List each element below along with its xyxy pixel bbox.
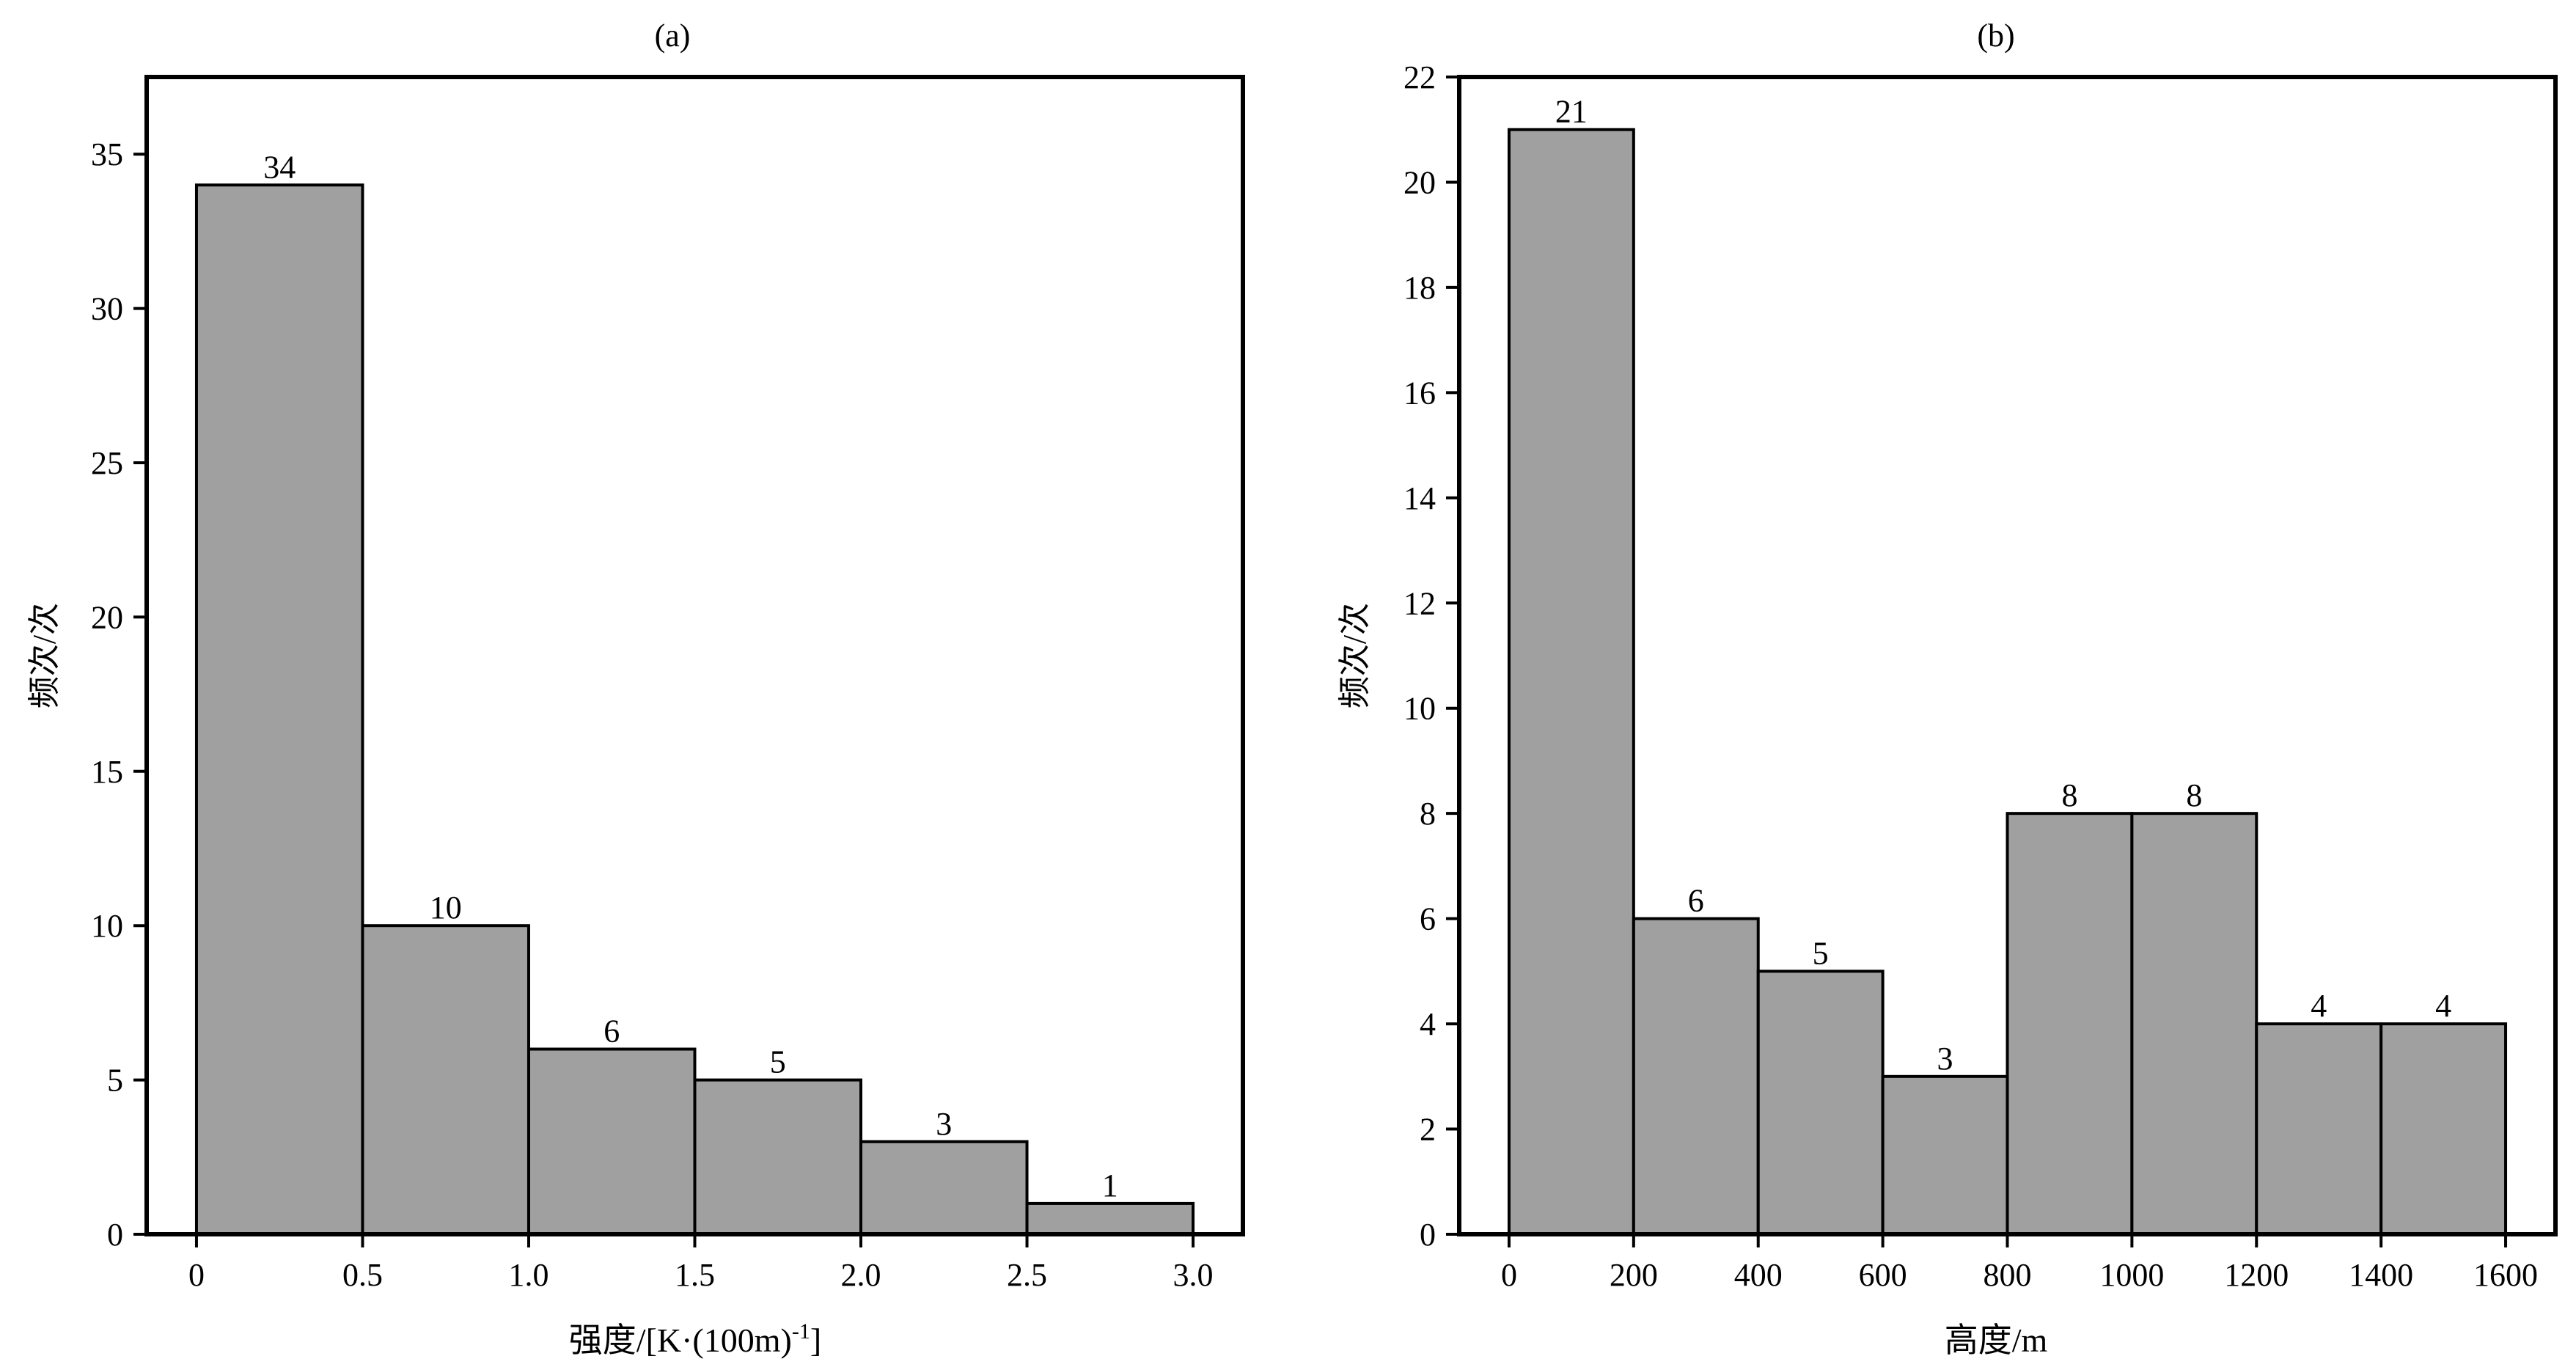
x-tick-label: 1.0 [508, 1257, 548, 1293]
y-tick-label: 18 [1403, 270, 1436, 306]
y-tick-label: 14 [1403, 480, 1436, 516]
panel-a-data-labels: 34 10 6 5 3 1 [263, 149, 1118, 1203]
y-tick-label: 8 [1420, 796, 1436, 832]
panel-b-histogram: (b) 21 6 5 3 8 8 4 4 0 2 4 6 8 10 12 14 16 18 20 22 0 200 40… [1337, 18, 2558, 1359]
panel-a-x-axis-label-superscript: -1 [792, 1319, 810, 1344]
y-tick-label: 0 [107, 1217, 123, 1253]
bar-value-label: 3 [1937, 1041, 1953, 1077]
y-tick-label: 4 [1420, 1006, 1436, 1042]
panel-a-x-axis-label-tail: ] [810, 1322, 821, 1359]
y-tick-label: 5 [107, 1063, 123, 1099]
x-tick-label: 3.0 [1173, 1257, 1214, 1293]
y-tick-label: 12 [1403, 585, 1436, 621]
x-tick-label: 1600 [2473, 1257, 2538, 1293]
panel-a-x-axis: 0 0.5 1.0 1.5 2.0 2.5 3.0 [188, 1234, 1214, 1293]
y-tick-label: 16 [1403, 375, 1436, 411]
x-tick-label: 1400 [2349, 1257, 2413, 1293]
histogram-bar [2006, 812, 2134, 1236]
histogram-bar [2130, 812, 2258, 1236]
bar-value-label: 6 [603, 1014, 620, 1049]
panel-b-data-labels: 21 6 5 3 8 8 4 4 [1555, 94, 2451, 1077]
panel-a-histogram: (a) 34 10 6 5 3 1 0 5 10 15 20 25 30 35 0 0.5 1.0 1.5 2.… [26, 18, 1245, 1359]
x-tick-label: 0.5 [342, 1257, 383, 1293]
y-tick-label: 10 [1403, 691, 1436, 727]
x-tick-label: 2.0 [841, 1257, 881, 1293]
panel-a-y-axis: 0 5 10 15 20 25 30 35 [91, 136, 147, 1253]
histogram-bar [859, 1140, 1029, 1236]
x-tick-label: 200 [1610, 1257, 1658, 1293]
x-tick-label: 2.5 [1007, 1257, 1047, 1293]
x-tick-label: 1000 [2099, 1257, 2164, 1293]
y-tick-label: 0 [1420, 1217, 1436, 1253]
panel-a-bars [194, 183, 1195, 1236]
bar-value-label: 4 [2435, 988, 2451, 1024]
x-tick-label: 400 [1734, 1257, 1783, 1293]
y-tick-label: 25 [91, 445, 123, 481]
panel-b-x-axis-label: 高度/m [1945, 1322, 2048, 1359]
y-tick-label: 6 [1420, 901, 1436, 937]
panel-a-title: (a) [655, 18, 691, 54]
bar-value-label: 5 [1813, 935, 1829, 971]
panel-b-bars [1507, 128, 2508, 1236]
y-tick-label: 22 [1403, 59, 1436, 95]
y-tick-label: 15 [91, 754, 123, 790]
histogram-bar [1756, 970, 1885, 1236]
histogram-bar [1507, 128, 1635, 1236]
histogram-bar [1025, 1201, 1195, 1236]
bar-value-label: 3 [936, 1106, 952, 1142]
bar-value-label: 21 [1555, 94, 1588, 130]
bar-value-label: 8 [2061, 777, 2077, 813]
histogram-bar [194, 183, 364, 1236]
bar-value-label: 1 [1102, 1168, 1118, 1203]
histogram-bar [2379, 1022, 2508, 1236]
y-tick-label: 20 [1403, 164, 1436, 200]
panel-a-x-axis-label: 强度/[K·(100m)-1] [569, 1319, 821, 1359]
x-tick-label: 1200 [2224, 1257, 2289, 1293]
histogram-bar [361, 924, 530, 1236]
y-tick-label: 10 [91, 908, 123, 944]
histogram-bar [526, 1047, 697, 1236]
bar-value-label: 4 [2311, 988, 2327, 1024]
panel-b-x-axis: 0 200 400 600 800 1000 1200 1400 1600 [1501, 1234, 2538, 1293]
bar-value-label: 5 [770, 1044, 786, 1080]
histogram-bar [1881, 1074, 2009, 1236]
bar-value-label: 10 [430, 890, 462, 926]
histogram-bar [2255, 1022, 2383, 1236]
panel-a-x-axis-label-main: 强度/[K·(100m) [569, 1322, 792, 1359]
x-tick-label: 0 [188, 1257, 205, 1293]
bar-value-label: 6 [1688, 883, 1704, 919]
y-tick-label: 2 [1420, 1112, 1436, 1148]
y-tick-label: 30 [91, 291, 123, 327]
x-tick-label: 800 [1984, 1257, 2032, 1293]
bar-value-label: 8 [2186, 777, 2202, 813]
bar-value-label: 34 [263, 149, 296, 185]
x-tick-label: 1.5 [675, 1257, 715, 1293]
histogram-bar [693, 1078, 863, 1236]
y-tick-label: 35 [91, 136, 123, 172]
histogram-bar [1632, 917, 1760, 1236]
x-tick-label: 0 [1501, 1257, 1517, 1293]
panel-b-y-axis-label: 频次/次 [1337, 603, 1373, 708]
panel-b-y-axis: 0 2 4 6 8 10 12 14 16 18 20 22 [1403, 59, 1459, 1253]
x-tick-label: 600 [1859, 1257, 1907, 1293]
y-tick-label: 20 [91, 599, 123, 635]
panel-a-y-axis-label: 频次/次 [26, 603, 62, 708]
panel-b-title: (b) [1977, 18, 2014, 54]
